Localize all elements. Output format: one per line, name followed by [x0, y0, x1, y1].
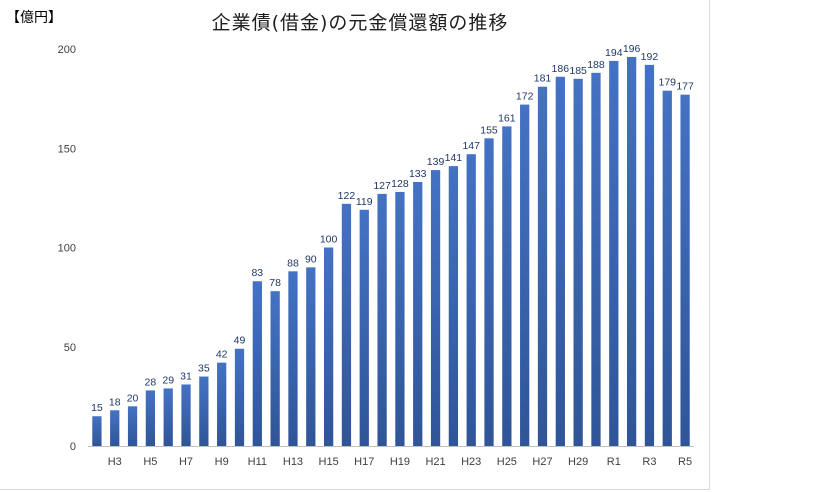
data-label: 35 [198, 363, 210, 375]
y-tick-label: 0 [70, 441, 76, 453]
bar [252, 281, 262, 446]
bar [680, 94, 690, 446]
x-tick-label: H11 [248, 456, 267, 468]
data-label: 15 [91, 402, 103, 414]
x-tick-label: H3 [108, 456, 122, 468]
x-tick-label: H15 [319, 456, 339, 468]
x-tick-label: H9 [215, 456, 229, 468]
bar [609, 60, 619, 446]
bar [644, 64, 655, 446]
data-label: 42 [216, 349, 228, 361]
data-label: 100 [320, 234, 338, 246]
bar [288, 271, 298, 446]
bar [537, 86, 548, 446]
bar [430, 170, 441, 446]
data-label: 141 [445, 152, 463, 164]
bar [341, 203, 352, 446]
bar [217, 362, 227, 446]
unit-label: 【億円】 [6, 10, 62, 26]
bar [306, 267, 316, 446]
data-label: 122 [338, 190, 356, 202]
x-tick-label: H7 [179, 456, 193, 468]
x-tick-label: R1 [607, 456, 621, 468]
bar [448, 166, 459, 447]
bar [145, 390, 156, 446]
y-tick-label: 50 [64, 342, 76, 354]
bar [591, 72, 601, 446]
data-label: 29 [162, 374, 174, 386]
chart-title: 企業債(借金)の元金償還額の推移 [211, 12, 509, 34]
data-label: 90 [305, 253, 317, 265]
y-tick-label: 100 [58, 243, 76, 255]
bar [199, 376, 209, 446]
bar [662, 90, 672, 446]
bar [181, 384, 191, 446]
data-label: 192 [641, 51, 659, 63]
x-tick-label: H23 [461, 456, 481, 468]
data-label: 31 [180, 370, 192, 382]
data-label: 147 [462, 140, 480, 152]
data-label: 172 [516, 91, 534, 103]
data-label: 139 [427, 156, 445, 168]
x-tick-label: H27 [532, 456, 552, 468]
bar [413, 181, 423, 446]
bar [395, 191, 405, 446]
y-tick-label: 200 [58, 44, 76, 56]
x-tick-label: R3 [642, 456, 656, 468]
data-label: 196 [623, 43, 641, 55]
bar [484, 138, 494, 446]
data-label: 119 [356, 196, 373, 208]
bar [626, 56, 637, 446]
data-label: 78 [269, 277, 281, 289]
bar [110, 410, 120, 446]
bar [127, 406, 138, 446]
bar [270, 291, 280, 446]
bar [520, 104, 530, 446]
data-label: 20 [127, 392, 139, 404]
data-label: 188 [587, 59, 605, 71]
x-tick-label: H25 [497, 456, 517, 468]
data-label: 28 [145, 376, 157, 388]
x-tick-label: H21 [425, 456, 445, 468]
x-tick-labels: H3 H5 H7 H9 H11 H13 H15 H17 H19 H21 H23 H25 H27 H29 R1… [108, 456, 692, 468]
bar [377, 193, 387, 446]
bar [502, 126, 512, 446]
data-label: 127 [373, 180, 391, 192]
bar [573, 78, 583, 447]
bar [359, 209, 369, 446]
data-label: 179 [658, 77, 676, 89]
data-label: 155 [480, 124, 498, 136]
data-label: 18 [109, 396, 121, 408]
data-label: 161 [498, 112, 516, 124]
x-tick-label: H19 [390, 456, 410, 468]
bar [92, 416, 102, 446]
x-tick-label: H29 [568, 456, 588, 468]
data-label: 194 [605, 47, 623, 59]
x-tick-label: R5 [678, 456, 692, 468]
data-label: 181 [534, 73, 552, 85]
bar [323, 247, 334, 446]
x-tick-label: H5 [143, 456, 157, 468]
data-label: 185 [569, 65, 587, 77]
y-tick-labels: 0 50 100 150 200 [58, 44, 76, 453]
data-label: 128 [391, 178, 409, 190]
x-tick-label: H13 [283, 456, 303, 468]
data-label: 49 [234, 335, 246, 347]
y-tick-label: 150 [58, 143, 76, 155]
data-label: 88 [287, 257, 299, 269]
x-tick-label: H17 [354, 456, 374, 468]
data-label: 83 [251, 267, 263, 279]
bar [234, 348, 245, 446]
bar [555, 76, 565, 446]
bar [466, 154, 476, 446]
data-label: 177 [676, 81, 694, 93]
data-label: 186 [552, 63, 570, 75]
bars [92, 56, 690, 447]
data-label: 133 [409, 168, 427, 180]
bar [163, 388, 173, 446]
